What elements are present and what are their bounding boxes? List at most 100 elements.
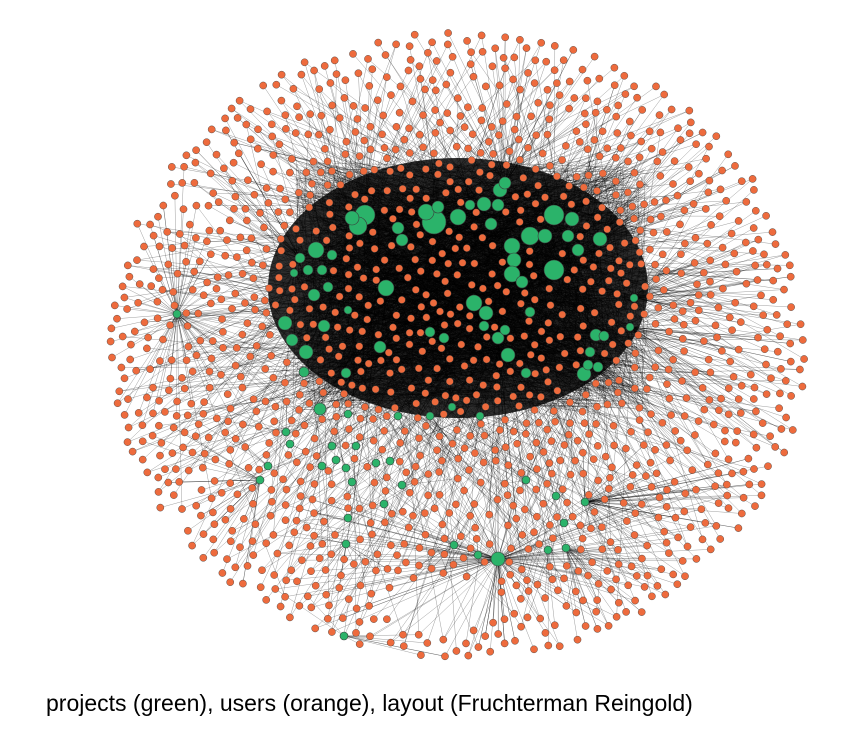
user-node xyxy=(683,542,692,551)
user-node xyxy=(732,267,741,276)
user-node xyxy=(685,129,694,138)
user-node xyxy=(305,203,314,212)
user-node xyxy=(662,538,671,547)
user-node xyxy=(308,179,316,188)
user-node xyxy=(521,505,529,514)
user-node xyxy=(199,409,208,418)
project-node xyxy=(397,480,407,490)
user-node xyxy=(204,433,213,442)
user-node xyxy=(262,245,271,253)
project-node xyxy=(551,491,561,501)
user-node xyxy=(130,327,139,336)
user-node xyxy=(452,500,460,509)
user-node xyxy=(431,86,440,95)
user-node xyxy=(694,417,703,425)
user-node xyxy=(231,192,240,201)
user-node xyxy=(737,318,745,326)
user-node xyxy=(369,436,378,445)
user-node xyxy=(234,149,243,158)
user-node xyxy=(591,108,600,117)
user-node xyxy=(106,337,115,346)
user-node xyxy=(351,128,360,136)
user-node xyxy=(470,223,478,231)
user-node xyxy=(154,473,163,482)
user-node xyxy=(170,301,179,310)
user-node xyxy=(771,240,780,248)
user-node xyxy=(210,520,219,529)
user-node xyxy=(763,325,772,334)
user-node xyxy=(698,535,707,544)
user-node xyxy=(496,426,504,434)
user-node xyxy=(470,500,479,508)
user-node xyxy=(487,123,496,131)
user-node xyxy=(389,323,397,332)
user-node xyxy=(476,168,484,176)
user-node xyxy=(517,565,526,574)
user-node xyxy=(547,437,556,445)
user-node xyxy=(573,333,582,341)
user-node xyxy=(451,244,460,253)
user-node xyxy=(156,503,165,512)
user-node xyxy=(686,523,695,531)
user-node xyxy=(265,284,273,292)
user-node xyxy=(382,73,391,81)
user-node xyxy=(581,109,589,118)
user-node xyxy=(287,566,296,575)
user-node xyxy=(662,266,671,275)
project-node xyxy=(340,367,352,379)
user-node xyxy=(283,358,291,367)
user-node xyxy=(517,595,525,603)
user-node xyxy=(405,340,414,349)
user-node xyxy=(167,180,175,188)
user-node xyxy=(534,181,542,190)
user-node xyxy=(240,515,248,523)
user-node xyxy=(247,234,256,242)
project-node xyxy=(316,264,328,276)
user-node xyxy=(269,373,278,382)
user-node xyxy=(383,615,391,624)
user-node xyxy=(404,523,413,532)
user-node xyxy=(532,131,541,139)
user-node xyxy=(236,372,245,381)
user-node xyxy=(304,130,313,139)
user-node xyxy=(703,239,712,248)
user-node xyxy=(563,498,571,507)
user-node xyxy=(749,224,758,232)
user-node xyxy=(411,462,420,471)
user-node xyxy=(529,271,538,280)
user-node xyxy=(604,622,613,630)
user-node xyxy=(383,154,391,163)
project-node xyxy=(302,264,314,276)
user-node xyxy=(464,103,472,111)
user-node xyxy=(493,281,502,290)
user-node xyxy=(662,502,671,511)
user-node xyxy=(226,446,235,454)
user-node xyxy=(207,299,215,308)
user-node xyxy=(537,327,546,336)
user-node xyxy=(705,396,714,404)
user-node xyxy=(572,361,581,369)
user-node xyxy=(601,452,610,461)
user-node xyxy=(329,266,338,275)
user-node xyxy=(318,415,326,424)
user-node xyxy=(588,558,596,567)
user-node xyxy=(628,471,637,479)
user-node xyxy=(255,465,264,474)
user-node xyxy=(124,261,132,270)
user-node xyxy=(391,145,400,154)
user-node xyxy=(646,458,655,467)
user-node xyxy=(413,413,422,422)
user-node xyxy=(179,443,187,452)
user-node xyxy=(488,270,496,278)
user-node xyxy=(422,313,431,322)
user-node xyxy=(467,281,476,289)
user-node xyxy=(260,223,268,232)
user-node xyxy=(510,609,519,618)
user-node xyxy=(449,560,458,569)
user-node xyxy=(595,152,604,161)
user-node xyxy=(261,365,270,373)
user-node xyxy=(493,383,501,391)
project-node xyxy=(629,293,639,303)
user-node xyxy=(518,531,527,539)
user-node xyxy=(653,157,662,166)
